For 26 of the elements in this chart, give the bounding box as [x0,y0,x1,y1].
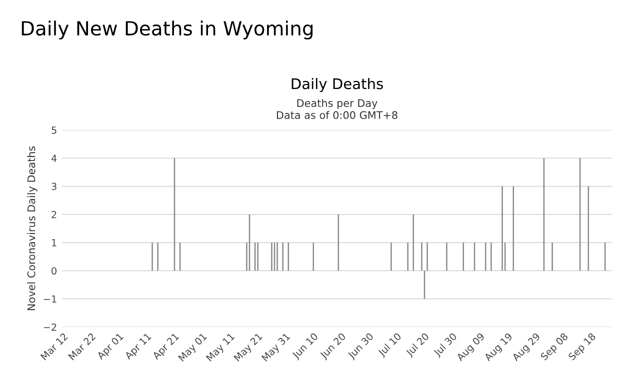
x-tick-label: Aug 09 [456,332,486,363]
y-tick-label: 0 [52,267,56,275]
x-tick-label: Jul 30 [432,332,458,358]
y-tick-label: 2 [52,210,56,218]
y-tick-label: 4 [51,154,57,162]
y-tick-label: 1 [52,239,56,246]
y-tick-label: −2 [44,323,56,331]
x-tick-label: Jun 10 [291,332,320,360]
text: Data as of 0:00 GMT+8 [276,110,398,120]
y-axis-title: Novel Coronavirus Daily Deaths [27,146,38,310]
text: Deaths per Day [297,98,378,110]
chart-subtitle: Daily Deaths [292,78,383,92]
x-tick-label: Apr 01 [96,332,125,362]
x-tick-label: Jul 20 [404,332,431,358]
y-tick-label: 3 [52,182,56,190]
chart-title: Daily New Deaths in Wyoming [22,20,313,40]
x-tick-label: Sep 08 [540,332,570,362]
x-tick-label: Mar 12 [40,332,68,360]
x-tick-label: Jun 20 [319,332,348,360]
x-tick-label: Sep 18 [568,332,598,362]
x-tick-label: Mar 22 [68,332,96,360]
x-tick-label: Apr 11 [124,332,153,362]
y-tick-label: 5 [52,126,56,134]
x-tick-label: Jun 30 [347,332,376,360]
x-tick-label: Jul 10 [377,332,403,358]
y-tick-label: −1 [44,295,56,303]
